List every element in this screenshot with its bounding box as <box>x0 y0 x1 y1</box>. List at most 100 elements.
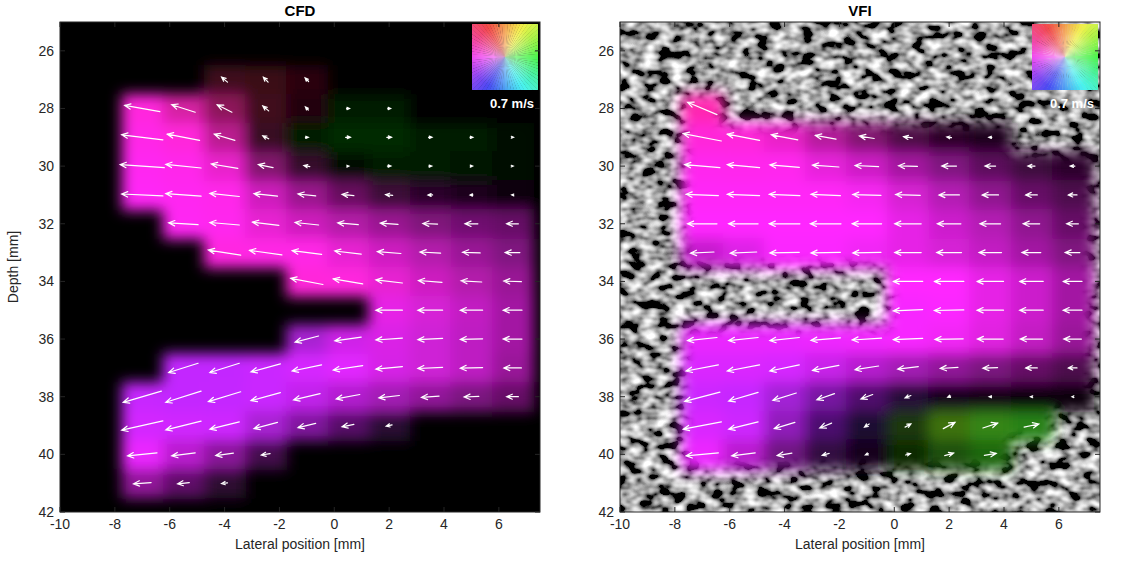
speed-cell <box>682 382 724 412</box>
speed-cell <box>163 440 205 470</box>
speed-cell <box>929 411 971 441</box>
velocity-arrow <box>128 453 157 458</box>
velocity-arrow <box>305 107 308 110</box>
velocity-arrow <box>465 221 478 226</box>
velocity-arrow <box>770 163 799 168</box>
x-tick-label: 0 <box>330 516 338 532</box>
speed-cell <box>682 440 724 470</box>
speed-cell <box>327 209 369 239</box>
speed-cell <box>970 296 1012 326</box>
velocity-arrow <box>347 107 350 109</box>
velocity-arrow <box>1068 366 1077 370</box>
bmode-speckle <box>620 22 1100 512</box>
speed-cell <box>723 152 765 182</box>
speed-cell <box>805 123 847 153</box>
panel-title: VFI <box>848 2 871 19</box>
velocity-arrow <box>983 365 998 370</box>
velocity-arrow <box>905 424 911 427</box>
y-tick <box>60 396 540 397</box>
velocity-arrow <box>730 250 757 255</box>
velocity-arrow <box>983 422 998 428</box>
speed-cell <box>929 325 971 355</box>
velocity-arrow <box>1022 250 1041 255</box>
speed-cell <box>887 411 929 441</box>
x-tick <box>784 22 785 512</box>
speed-cell <box>122 123 164 153</box>
speed-cell <box>163 209 205 239</box>
speed-cell <box>369 181 411 211</box>
speed-cell <box>970 353 1012 383</box>
speed-cell <box>846 353 888 383</box>
speed-cell <box>327 152 369 182</box>
velocity-arrow <box>688 337 717 342</box>
speed-cell <box>327 267 369 297</box>
velocity-arrow <box>729 337 758 342</box>
speed-cell <box>204 181 246 211</box>
speed-cell <box>492 353 534 383</box>
speed-cell <box>682 411 724 441</box>
speed-cell <box>1052 382 1094 412</box>
speed-cell <box>369 296 411 326</box>
speed-cell <box>122 181 164 211</box>
speed-cell <box>682 94 724 124</box>
speed-cell <box>204 152 246 182</box>
velocity-arrow <box>511 165 513 167</box>
speed-cell <box>451 353 493 383</box>
speed-cell <box>723 382 765 412</box>
velocity-arrow <box>729 221 758 226</box>
speed-cell <box>286 65 328 95</box>
speed-cell <box>887 353 929 383</box>
velocity-arrow <box>948 395 951 397</box>
velocity-arrow <box>771 133 798 140</box>
velocity-arrow <box>216 452 234 457</box>
wheel-center <box>1032 24 1098 90</box>
velocity-arrow <box>460 365 482 370</box>
speed-cell <box>723 440 765 470</box>
velocity-arrow <box>169 363 198 373</box>
velocity-arrow <box>169 221 198 226</box>
y-tick-label: 30 <box>598 158 614 174</box>
speed-cell <box>1011 353 1053 383</box>
x-tick <box>1004 22 1005 512</box>
velocity-arrow <box>942 163 957 168</box>
velocity-arrow <box>980 221 1001 226</box>
velocity-arrow <box>769 192 800 197</box>
velocity-arrow <box>263 136 269 139</box>
speed-cell <box>245 238 287 268</box>
speed-cell <box>286 181 328 211</box>
velocity-arrow <box>817 394 835 401</box>
speed-cell <box>970 382 1012 412</box>
speed-cell <box>805 209 847 239</box>
velocity-arrow <box>250 249 282 255</box>
velocity-arrow <box>379 395 400 400</box>
velocity-arrow <box>460 308 482 313</box>
velocity-arrow <box>940 365 958 370</box>
speed-cell <box>492 123 534 153</box>
velocity-arrow <box>125 104 160 112</box>
velocity-arrow <box>1026 192 1038 197</box>
plot-frame <box>60 22 540 512</box>
y-tick <box>60 281 540 282</box>
speed-cell <box>805 152 847 182</box>
speed-cell <box>492 238 534 268</box>
velocity-arrow <box>386 193 393 197</box>
y-tick <box>620 166 1100 167</box>
speed-cell <box>723 325 765 355</box>
color-scale-label: 0.7 m/s <box>490 96 534 111</box>
velocity-arrow <box>777 452 792 457</box>
speed-cell <box>1011 238 1053 268</box>
velocity-arrow <box>263 77 268 82</box>
velocity-arrow <box>294 394 321 402</box>
y-tick <box>60 108 540 109</box>
y-tick-label: 32 <box>38 216 54 232</box>
y-tick <box>60 512 540 513</box>
speed-cell <box>163 123 205 153</box>
velocity-arrow <box>989 136 992 138</box>
x-tick-label: -6 <box>723 516 736 532</box>
velocity-arrow <box>899 163 918 168</box>
data-group <box>120 65 534 498</box>
velocity-arrow <box>298 423 316 429</box>
figure: 0.7 m/s-10-8-6-4-20246262830323436384042… <box>0 0 1126 563</box>
speed-cell <box>369 411 411 441</box>
y-tick-label: 32 <box>598 216 614 232</box>
